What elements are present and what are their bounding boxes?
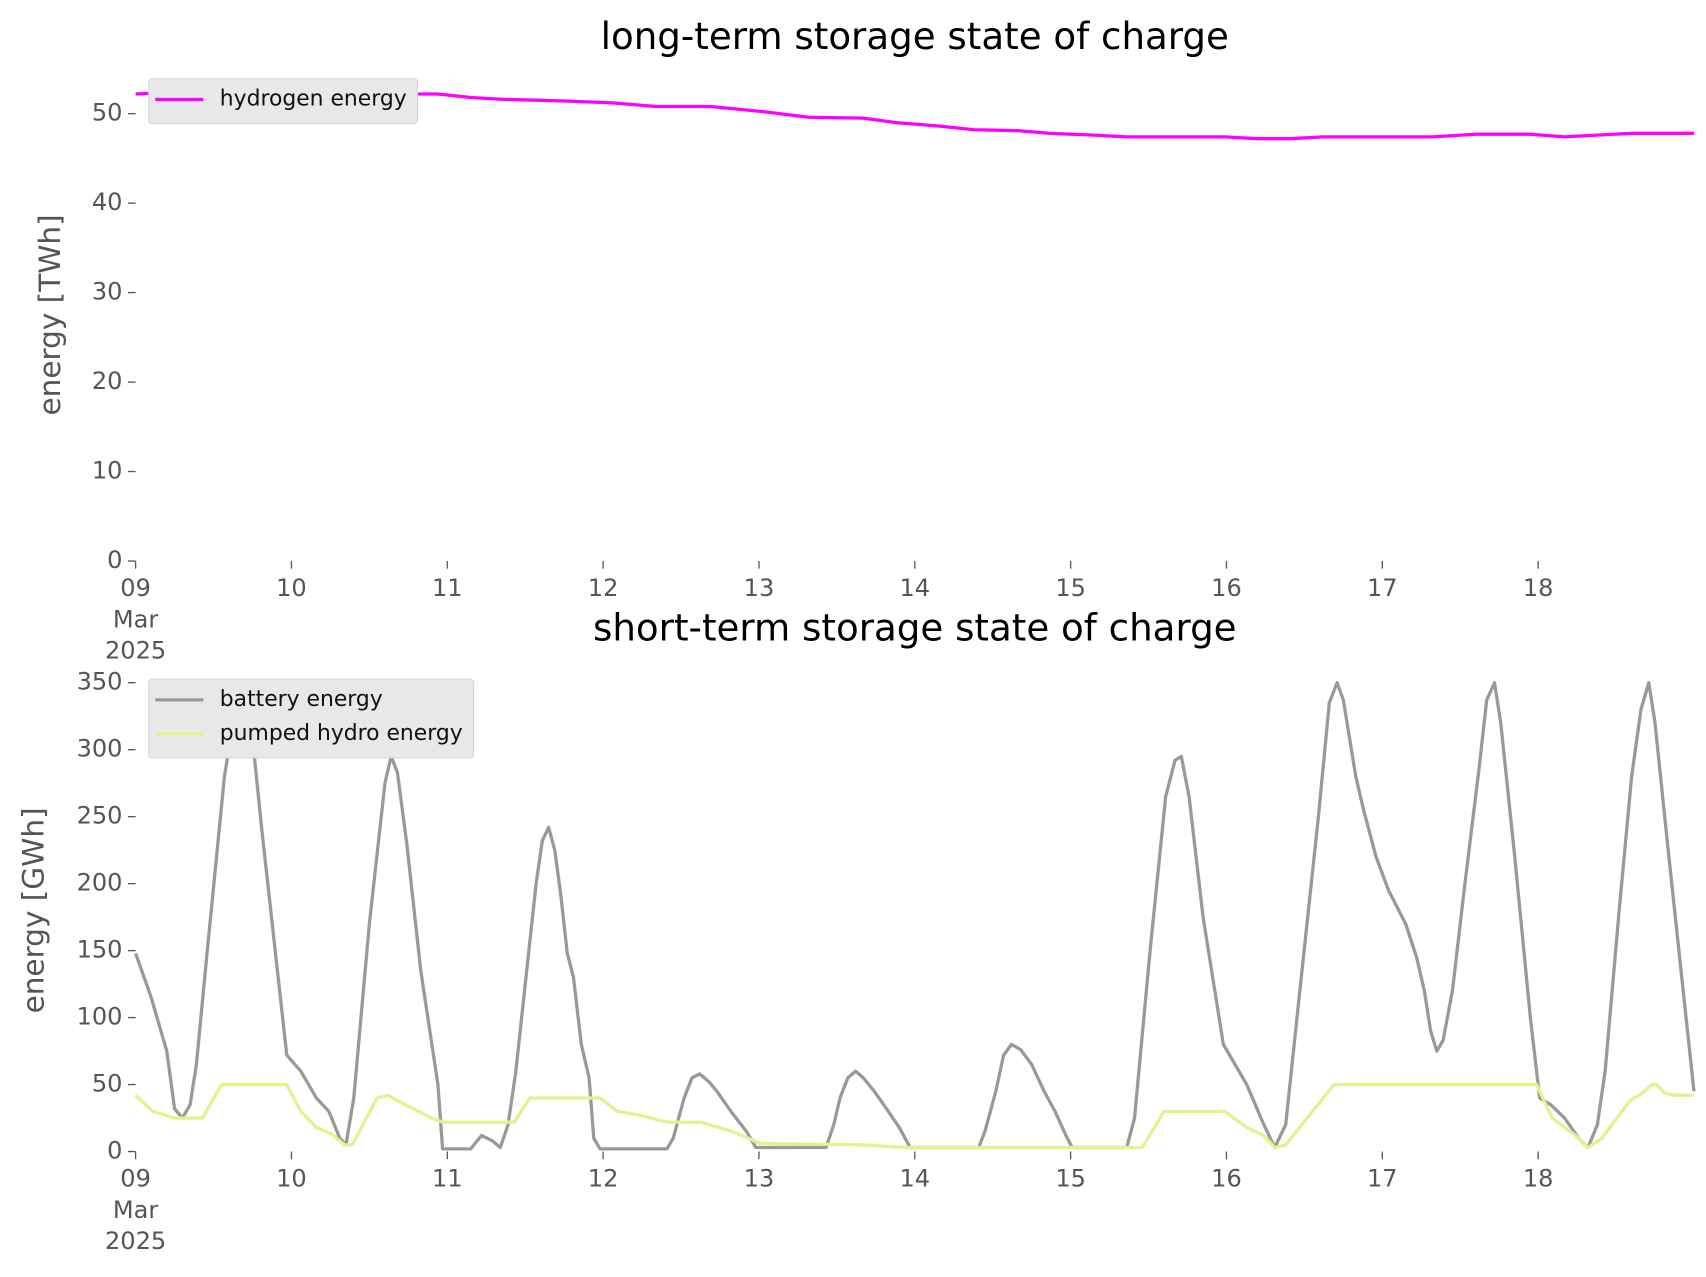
y-tick-label: 50 xyxy=(92,99,123,127)
data-line xyxy=(135,88,1694,141)
x-tick-label: 15 xyxy=(1055,574,1086,602)
x-tick-label: 13 xyxy=(744,574,775,602)
x-tick-label: 10 xyxy=(276,1165,307,1193)
data-line xyxy=(134,681,1696,1151)
y-tick-label: 300 xyxy=(77,735,123,763)
legend-label: hydrogen energy xyxy=(220,87,407,112)
legend-label: pumped hydro energy xyxy=(220,721,463,746)
y-tick-label: 150 xyxy=(77,936,123,964)
y-tick-label: 100 xyxy=(77,1003,123,1031)
chart-title: long-term storage state of charge xyxy=(601,14,1229,58)
legend: hydrogen energy xyxy=(148,78,419,125)
legend-box xyxy=(148,78,419,125)
x-tick-label: 11 xyxy=(432,1165,463,1193)
chart-title: short-term storage state of charge xyxy=(593,605,1237,649)
x-tick-label: 09 Mar 2025 xyxy=(105,574,166,665)
x-tick-label: 13 xyxy=(744,1165,775,1193)
x-tick-label: 11 xyxy=(432,574,463,602)
x-tick-label: 09 Mar 2025 xyxy=(105,1165,166,1256)
y-tick-label: 20 xyxy=(92,367,123,395)
legend: battery energy pumped hydro energy xyxy=(148,678,475,759)
x-tick-label: 16 xyxy=(1211,574,1242,602)
x-tick-label: 17 xyxy=(1367,1165,1398,1193)
data-line xyxy=(134,1082,1694,1150)
legend-label: battery energy xyxy=(220,687,383,712)
x-tick-label: 14 xyxy=(899,1165,930,1193)
y-tick-label: 0 xyxy=(107,1137,122,1165)
x-tick-label: 18 xyxy=(1523,1165,1554,1193)
x-tick-label: 18 xyxy=(1523,574,1554,602)
x-tick-label: 12 xyxy=(588,574,619,602)
x-tick-label: 16 xyxy=(1211,1165,1242,1193)
y-tick-label: 30 xyxy=(92,278,123,306)
x-tick-label: 12 xyxy=(588,1165,619,1193)
y-tick-label: 0 xyxy=(107,546,122,574)
y-tick-label: 50 xyxy=(92,1070,123,1098)
y-tick-label: 40 xyxy=(92,188,123,216)
y-axis-label: energy [GWh] xyxy=(16,807,50,1013)
legend-box xyxy=(148,678,475,759)
y-tick-label: 350 xyxy=(77,668,123,696)
y-tick-label: 250 xyxy=(77,802,123,830)
y-axis-label: energy [TWh] xyxy=(33,214,67,415)
y-tick-label: 10 xyxy=(92,457,123,485)
y-tick-label: 200 xyxy=(77,869,123,897)
x-tick-label: 17 xyxy=(1367,574,1398,602)
x-tick-label: 10 xyxy=(276,574,307,602)
x-tick-label: 14 xyxy=(899,574,930,602)
x-tick-label: 15 xyxy=(1055,1165,1086,1193)
